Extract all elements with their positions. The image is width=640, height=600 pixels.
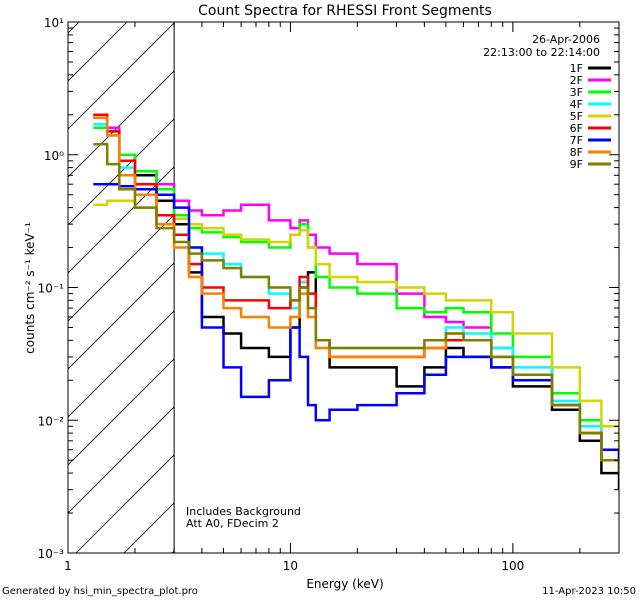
- legend-label-7F: 7F: [570, 134, 583, 147]
- hatch-line: [68, 166, 175, 274]
- x-tick-label: 100: [501, 559, 524, 573]
- legend-label-2F: 2F: [570, 74, 583, 87]
- excluded-region-hatch: [68, 22, 175, 553]
- legend-label-6F: 6F: [570, 122, 583, 135]
- axis-tick-labels: 1 10 100 10⁻³ 10⁻² 10⁻¹ 10⁰ 10¹: [38, 16, 525, 573]
- legend-label-3F: 3F: [570, 86, 583, 99]
- y-tick-label: 10⁰: [44, 149, 64, 163]
- y-tick-label: 10⁻³: [38, 547, 65, 561]
- hatch-line: [68, 22, 128, 82]
- y-tick-label: 10¹: [44, 16, 64, 30]
- footer-timestamp: 11-Apr-2023 10:50: [542, 586, 636, 597]
- hatch-line: [68, 406, 175, 514]
- x-tick-label: 10: [283, 559, 298, 573]
- legend-label-9F: 9F: [570, 158, 583, 171]
- hatch-line: [68, 358, 175, 466]
- series-group: [93, 113, 619, 490]
- annotation-attenuator: Att A0, FDecim 2: [186, 517, 279, 530]
- legend-label-1F: 1F: [570, 62, 583, 75]
- chart-title: Count Spectra for RHESSI Front Segments: [198, 3, 492, 19]
- footer-generated-by: Generated by hsi_min_spectra_plot.pro: [2, 586, 198, 597]
- axis-ticks: [67, 21, 620, 554]
- annotation-background: Includes Background: [186, 505, 301, 518]
- hatch-line: [68, 214, 175, 322]
- legend-label-5F: 5F: [570, 110, 583, 123]
- observation-time-range: 22:13:00 to 22:14:00: [483, 46, 600, 59]
- y-axis-label: counts cm⁻² s⁻¹ keV⁻¹: [23, 222, 37, 354]
- hatch-line: [68, 22, 175, 130]
- series-line-9F: [93, 142, 619, 474]
- legend-label-8F: 8F: [570, 146, 583, 159]
- x-axis-label: Energy (keV): [306, 577, 383, 591]
- x-tick-label: 1: [64, 559, 72, 573]
- y-tick-label: 10⁻¹: [38, 282, 65, 296]
- legend-label-4F: 4F: [570, 98, 583, 111]
- observation-date: 26-Apr-2006: [532, 33, 600, 46]
- y-tick-label: 10⁻²: [38, 414, 65, 428]
